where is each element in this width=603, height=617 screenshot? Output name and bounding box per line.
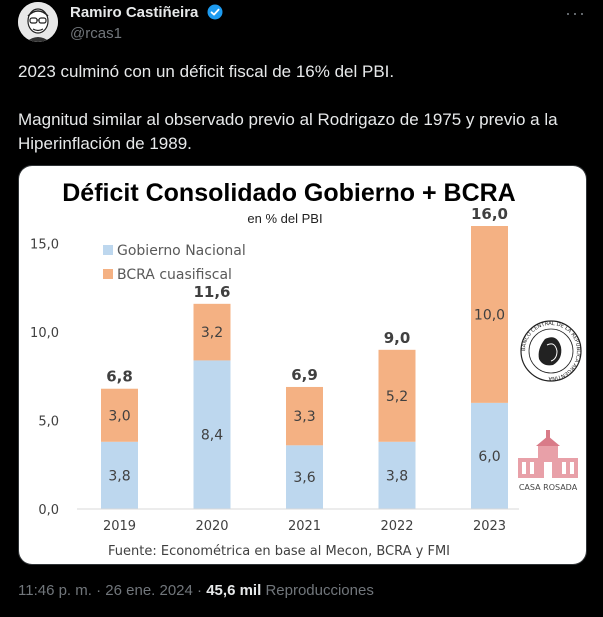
views-count: 45,6 mil	[206, 582, 262, 599]
legend-label-gobierno: Gobierno Nacional	[117, 243, 246, 259]
verified-badge-icon	[207, 4, 223, 20]
legend-label-bcra: BCRA cuasifiscal	[117, 267, 232, 283]
tweet-paragraph-2: Magnitud similar al observado previo al …	[18, 110, 558, 153]
chart-title: Déficit Consolidado Gobierno + BCRA	[62, 179, 516, 207]
bar-value-label: 3,8	[108, 468, 130, 484]
y-tick-label: 15,0	[30, 238, 59, 253]
legend-swatch-bcra	[103, 269, 113, 279]
bar-total-label: 6,9	[291, 366, 318, 384]
tweet-text: 2023 culminó con un déficit fiscal de 16…	[18, 60, 588, 156]
bar-gobierno-nacional	[378, 441, 416, 509]
bar-bcra-cuasifiscal	[286, 386, 323, 446]
tweet-date[interactable]: 26 ene. 2024	[105, 582, 193, 599]
bar-value-label: 3,8	[386, 468, 408, 484]
bar-bcra-cuasifiscal	[101, 388, 138, 442]
bar-value-label: 3,0	[108, 408, 130, 424]
bar-total-label: 16,0	[471, 205, 508, 223]
legend-swatch-gobierno	[103, 245, 113, 255]
chart-bars: 3,8 3,0 6,8 8,4 3,2 11,6 3,6 3,3 6,9 3,8 5,2 9,0 6,0…	[101, 205, 508, 509]
bar-value-label: 10,0	[474, 307, 505, 323]
x-tick-label: 2022	[380, 519, 413, 534]
tweet-media-image[interactable]: Déficit Consolidado Gobierno + BCRA en %…	[18, 165, 587, 565]
bar-value-label: 3,6	[293, 470, 315, 486]
bar-gobierno-nacional	[471, 402, 508, 509]
x-tick-label: 2019	[103, 519, 136, 534]
x-tick-label: 2023	[473, 519, 506, 534]
bar-value-label: 3,2	[201, 325, 223, 341]
author-name[interactable]: Ramiro Castiñeira	[70, 4, 199, 21]
tweet-footer: 11:46 p. m. · 26 ene. 2024 · 45,6 mil Re…	[18, 582, 374, 599]
bar-value-label: 3,3	[293, 409, 315, 425]
y-axis: 0,0 5,0 10,0 15,0	[30, 238, 59, 518]
tweet-paragraph-1: 2023 culminó con un déficit fiscal de 16…	[18, 62, 395, 81]
bar-value-label: 8,4	[201, 428, 223, 444]
author-avatar[interactable]	[18, 2, 58, 42]
casa-rosada-logo: CASA ROSADA	[518, 430, 578, 492]
bar-bcra-cuasifiscal	[193, 303, 231, 361]
y-tick-label: 5,0	[38, 415, 59, 430]
bar-total-label: 6,8	[106, 368, 133, 386]
y-tick-label: 10,0	[30, 326, 59, 341]
footer-separator: ·	[96, 582, 102, 599]
x-axis: 2019 2020 2021 2022 2023	[77, 508, 519, 534]
avatar-caricature-icon	[18, 2, 58, 42]
x-tick-label: 2020	[195, 519, 228, 534]
bar-total-label: 9,0	[384, 329, 411, 347]
chart-source: Fuente: Econométrica en base al Mecon, B…	[108, 544, 450, 559]
more-dots-icon[interactable]: ···	[565, 3, 586, 23]
bar-bcra-cuasifiscal	[471, 226, 508, 403]
footer-separator-2: ·	[197, 582, 203, 599]
views-label: Reproducciones	[265, 582, 374, 599]
svg-text:CASA ROSADA: CASA ROSADA	[519, 483, 578, 492]
tweet-time[interactable]: 11:46 p. m.	[18, 582, 92, 599]
bar-gobierno-nacional	[101, 441, 138, 509]
bar-bcra-cuasifiscal	[378, 349, 416, 442]
bar-gobierno-nacional	[193, 360, 231, 509]
x-tick-label: 2021	[288, 519, 321, 534]
bar-total-label: 11,6	[193, 283, 230, 301]
chart: Déficit Consolidado Gobierno + BCRA en %…	[19, 166, 586, 564]
bar-gobierno-nacional	[286, 445, 323, 509]
author-handle[interactable]: @rcas1	[70, 25, 122, 42]
bar-value-label: 6,0	[478, 449, 500, 465]
bar-value-label: 5,2	[386, 389, 408, 405]
chart-subtitle: en % del PBI	[247, 211, 322, 226]
bcra-seal-logo: BANCO CENTRAL DE LA REPÚBLICA ARGENTINA	[520, 320, 582, 382]
y-tick-label: 0,0	[38, 503, 59, 518]
chart-legend: Gobierno Nacional BCRA cuasifiscal	[103, 243, 246, 283]
